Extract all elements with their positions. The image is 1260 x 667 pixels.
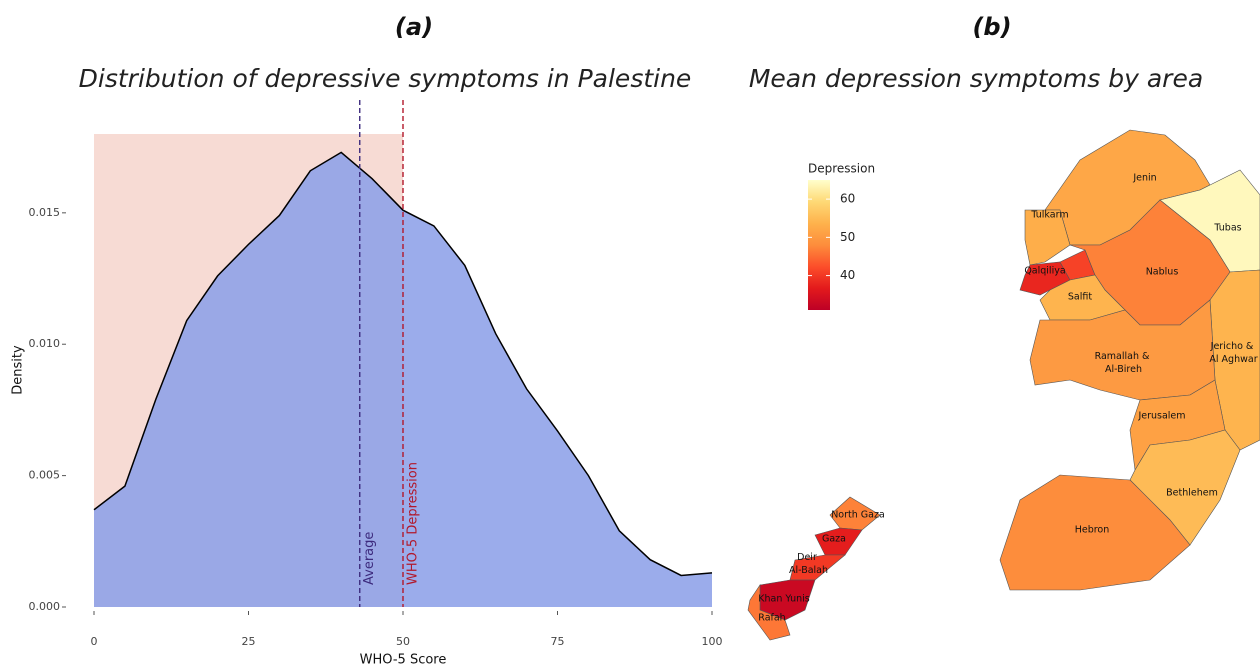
region [747,584,791,641]
density-line [93,151,713,577]
y-tick-label: 0.000 [29,600,61,613]
x-tick-label: 75 [551,635,565,648]
density-area [94,152,712,607]
x-tick-label: 50 [396,635,410,648]
region-label: Tubas [1213,223,1241,234]
region-label: Jericho & Al Aghwar [1206,341,1257,365]
colorbar-label: 60 [840,192,855,206]
region [829,496,881,531]
reference-label: WHO-5 Depression [406,462,421,585]
colorbar-label: 40 [840,268,855,282]
region-label: Khan Yunis [758,594,810,605]
region-label: Ramallah & Al-Bireh [1095,351,1150,375]
panel-label: (a) [395,13,433,41]
y-tick-label: 0.005 [29,469,61,482]
region-label: Deir Al-Balah [786,552,828,576]
region-label: North Gaza [831,510,885,521]
x-tick-label: 100 [702,635,723,648]
region-label: Nablus [1146,267,1179,278]
legend-title: Depression [808,162,875,176]
x-axis-title: WHO-5 Score [360,653,447,667]
region [789,554,846,581]
region-label: Hebron [1075,525,1110,536]
region-label: Salfit [1068,292,1092,303]
region [999,474,1191,591]
chart-title: Mean depression symptoms by area [749,64,1203,93]
region [1024,209,1071,266]
y-tick-label: 0.010 [29,337,61,350]
region-label: Rafah [758,613,785,624]
region-label: Bethlehem [1166,488,1218,499]
y-tick-label: 0.015 [29,206,61,219]
panel-label: (b) [972,13,1011,41]
colorbar-label: 50 [840,230,855,244]
colorbar [808,180,830,310]
region-label: Jerusalem [1137,411,1185,422]
reference-label: Average [362,532,377,585]
x-tick-label: 25 [242,635,256,648]
x-tick-label: 0 [91,635,98,648]
y-axis-title: Density [11,345,26,395]
chart-title: Distribution of depressive symptoms in P… [79,64,692,93]
region-label: Tulkarm [1030,210,1068,221]
region-label: Qalqiliya [1024,266,1065,277]
region [814,527,863,556]
region-label: Gaza [822,534,846,545]
region-label: Jenin [1132,173,1156,184]
